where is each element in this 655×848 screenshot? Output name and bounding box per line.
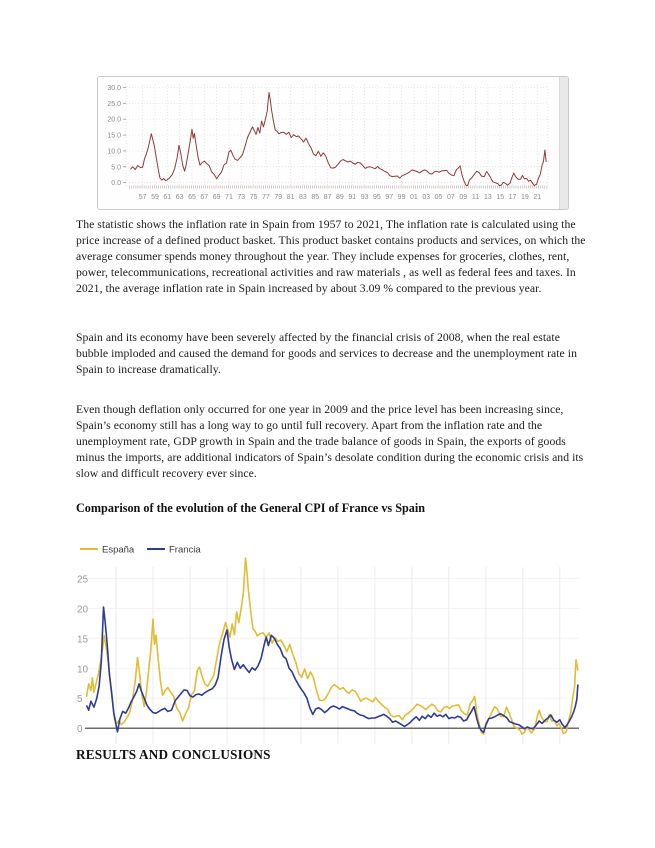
y-tick-label: 15.0	[107, 133, 121, 140]
x-tick-label: 77	[262, 194, 270, 201]
x-tick-label: 87	[324, 194, 332, 201]
y-tick-label: 30.0	[107, 85, 121, 92]
x-tick-label: 63	[176, 194, 184, 201]
x-tick-label: 61	[163, 194, 171, 201]
y-tick-label: 5.0	[111, 164, 121, 171]
cpi-comparison-chart-wrap: 0 5 10 15 20 25 España Francia	[76, 539, 588, 748]
paragraph-financial-crisis: Spain and its economy have been severely…	[76, 331, 577, 376]
espana-line	[85, 557, 579, 735]
x-tick-label: 67	[200, 194, 208, 201]
x-tick-label: 13	[484, 194, 492, 201]
x-tick-label: 59	[151, 194, 159, 201]
x-tick-label: 79	[274, 194, 282, 201]
francia-line	[85, 606, 579, 734]
y-tick-label: 10.0	[107, 148, 121, 155]
results-heading: RESULTS AND CONCLUSIONS	[76, 747, 271, 762]
spain-inflation-chart-panel: 0.0 5.0 10.0 15.0 20.0 25.0 30.0 57 59 61 63 65 67 69…	[97, 76, 569, 210]
x-tick-label: 99	[398, 194, 406, 201]
minor-tick-row	[129, 185, 548, 189]
cpi-comparison-chart: 0 5 10 15 20 25 España Francia	[77, 545, 579, 744]
x-tick-label: 21	[533, 194, 541, 201]
legend-label-espana: España	[102, 545, 135, 556]
y-tick-label: 0	[77, 724, 83, 735]
x-tick-label: 73	[237, 194, 245, 201]
x-tick-label: 91	[348, 194, 356, 201]
x-tick-label: 95	[373, 194, 381, 201]
x-tick-label: 69	[213, 194, 221, 201]
legend-label-francia: Francia	[169, 545, 201, 556]
x-tick-label: 93	[361, 194, 369, 201]
x-tick-label: 85	[311, 194, 319, 201]
chart-scrollbar-track[interactable]	[559, 77, 568, 209]
x-tick-label: 71	[225, 194, 233, 201]
x-tick-label: 83	[299, 194, 307, 201]
x-tick-label: 03	[422, 194, 430, 201]
comparison-heading: Comparison of the evolution of the Gener…	[76, 501, 426, 515]
y-tick-label: 5	[77, 694, 83, 705]
paragraph-recovery: Even though deflation only occurred for …	[76, 403, 584, 480]
x-tick-label: 75	[250, 194, 258, 201]
spain-inflation-chart: 0.0 5.0 10.0 15.0 20.0 25.0 30.0 57 59 61 63 65 67 69…	[107, 83, 549, 201]
y-tick-label: 15	[77, 634, 89, 645]
x-tick-label: 19	[521, 194, 529, 201]
x-tick-label: 97	[385, 194, 393, 201]
x-tick-label: 05	[435, 194, 443, 201]
x-tick-label: 17	[509, 194, 517, 201]
x-tick-label: 15	[496, 194, 504, 201]
y-tick-label: 10	[77, 664, 89, 675]
y-tick-label: 0.0	[111, 180, 121, 187]
x-tick-label: 57	[139, 194, 147, 201]
x-tick-label: 65	[188, 194, 196, 201]
inflation-line	[129, 92, 547, 187]
y-tick-label: 20	[77, 604, 89, 615]
x-tick-label: 11	[472, 194, 479, 201]
paragraph-statistic-description: The statistic shows the inflation rate i…	[76, 218, 586, 295]
y-tick-label: 25.0	[107, 101, 121, 108]
x-tick-label: 09	[459, 194, 467, 201]
x-tick-label: 81	[287, 194, 295, 201]
y-tick-label: 20.0	[107, 117, 121, 124]
x-tick-label: 07	[447, 194, 455, 201]
y-tick-label: 25	[77, 574, 89, 585]
x-tick-label: 89	[336, 194, 344, 201]
x-tick-label: 01	[410, 194, 418, 201]
